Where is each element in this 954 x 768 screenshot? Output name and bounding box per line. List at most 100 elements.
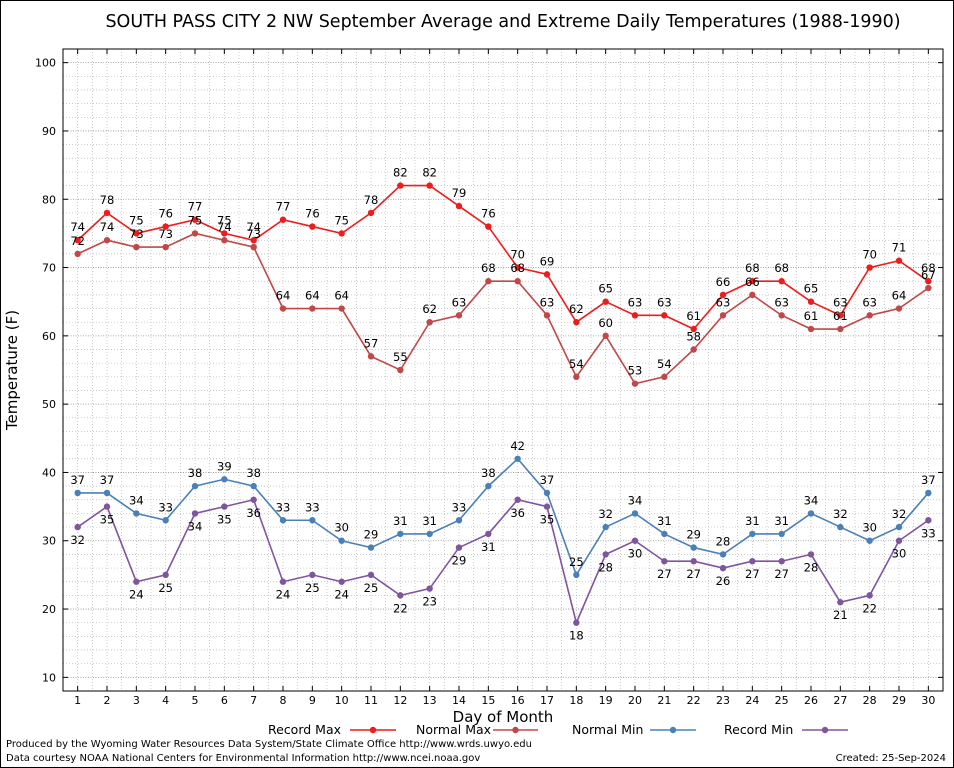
data-label: 24 bbox=[276, 588, 291, 602]
y-axis-ticks: 10 20 30 40 50 60 70 80 90 100 bbox=[35, 57, 943, 684]
data-point bbox=[573, 318, 580, 326]
x-tick-label: 9 bbox=[309, 694, 316, 707]
y-tick-label: 20 bbox=[42, 603, 56, 616]
data-label: 75 bbox=[129, 213, 144, 227]
data-point bbox=[749, 291, 756, 299]
x-tick-label: 24 bbox=[745, 694, 759, 707]
data-point bbox=[543, 489, 551, 497]
data-label: 67 bbox=[921, 268, 936, 282]
x-tick-label: 4 bbox=[162, 694, 169, 707]
data-point bbox=[103, 209, 111, 217]
data-label: 28 bbox=[716, 534, 731, 548]
data-label: 32 bbox=[833, 507, 848, 521]
data-point bbox=[602, 551, 609, 558]
series-line bbox=[77, 232, 929, 385]
data-point bbox=[866, 537, 873, 544]
y-tick-label: 40 bbox=[42, 466, 56, 479]
data-point bbox=[103, 503, 111, 510]
data-label: 35 bbox=[540, 513, 555, 527]
series-line bbox=[77, 457, 929, 577]
data-point bbox=[221, 503, 228, 510]
data-label: 76 bbox=[305, 207, 320, 221]
x-tick-label: 26 bbox=[804, 694, 818, 707]
data-label: 79 bbox=[452, 186, 467, 200]
data-point bbox=[103, 489, 111, 497]
data-label: 78 bbox=[364, 193, 379, 207]
y-tick-label: 70 bbox=[42, 262, 56, 275]
data-label: 63 bbox=[833, 295, 848, 309]
data-point bbox=[749, 558, 756, 565]
data-label: 33 bbox=[158, 500, 173, 514]
data-point bbox=[807, 510, 815, 517]
data-point bbox=[221, 476, 228, 483]
created-date: Created: 25-Sep-2024 bbox=[835, 753, 946, 764]
data-label: 33 bbox=[276, 500, 291, 514]
data-label: 34 bbox=[628, 493, 643, 507]
data-label: 53 bbox=[628, 364, 643, 378]
data-point bbox=[133, 230, 140, 237]
data-point bbox=[397, 592, 404, 599]
data-point bbox=[573, 619, 580, 626]
x-tick-label: 10 bbox=[335, 694, 349, 707]
data-point bbox=[837, 523, 844, 531]
data-point bbox=[279, 216, 287, 223]
x-axis-ticks: 1 2 3 4 5 6 7 8 9 10 11 12 13 14 15 16 17 18 19 20 21 22 23 24 2… bbox=[74, 49, 935, 707]
legend-item: Record Min bbox=[724, 722, 848, 737]
data-label: 65 bbox=[804, 282, 819, 296]
x-tick-label: 18 bbox=[569, 694, 583, 707]
data-point bbox=[455, 544, 463, 551]
data-label: 72 bbox=[70, 234, 85, 248]
data-point bbox=[309, 517, 316, 524]
data-label: 32 bbox=[892, 507, 907, 521]
data-point bbox=[455, 202, 463, 210]
data-point bbox=[162, 571, 169, 579]
data-point bbox=[162, 243, 169, 251]
data-label: 38 bbox=[188, 466, 203, 480]
data-point bbox=[367, 544, 375, 551]
data-point bbox=[925, 489, 932, 497]
data-point bbox=[514, 455, 521, 462]
x-tick-label: 6 bbox=[221, 694, 228, 707]
data-label: 68 bbox=[481, 261, 496, 275]
x-tick-label: 22 bbox=[687, 694, 701, 707]
data-label: 68 bbox=[745, 261, 760, 275]
data-label: 73 bbox=[158, 227, 173, 241]
data-point bbox=[631, 312, 639, 319]
credit-line-2: Data courtesy NOAA National Centers for … bbox=[6, 753, 481, 764]
data-point bbox=[426, 530, 433, 538]
data-point bbox=[338, 537, 345, 544]
data-label: 25 bbox=[364, 581, 379, 595]
x-tick-label: 8 bbox=[280, 694, 287, 707]
data-point bbox=[74, 489, 81, 497]
data-point bbox=[514, 496, 521, 503]
legend-swatch-marker bbox=[369, 726, 377, 734]
data-point bbox=[661, 373, 668, 381]
data-label: 74 bbox=[100, 220, 115, 234]
x-tick-label: 17 bbox=[540, 694, 554, 707]
data-label: 54 bbox=[569, 357, 584, 371]
data-point bbox=[191, 510, 199, 517]
data-label: 64 bbox=[334, 289, 349, 303]
data-label: 76 bbox=[481, 207, 496, 221]
data-label: 27 bbox=[745, 567, 760, 581]
data-label: 68 bbox=[774, 261, 789, 275]
data-label: 66 bbox=[716, 275, 731, 289]
x-tick-label: 19 bbox=[599, 694, 613, 707]
data-label: 32 bbox=[598, 507, 613, 521]
legend-label: Record Min bbox=[724, 722, 793, 737]
x-tick-label: 1 bbox=[74, 694, 81, 707]
data-point bbox=[573, 373, 580, 381]
data-label: 30 bbox=[892, 547, 907, 561]
data-label: 31 bbox=[422, 514, 437, 528]
data-point bbox=[309, 305, 316, 312]
data-point bbox=[807, 325, 815, 333]
data-point bbox=[866, 312, 873, 319]
data-point bbox=[661, 530, 668, 538]
x-tick-label: 25 bbox=[775, 694, 789, 707]
x-tick-label: 11 bbox=[364, 694, 378, 707]
data-point bbox=[514, 278, 521, 285]
data-point bbox=[250, 243, 257, 251]
